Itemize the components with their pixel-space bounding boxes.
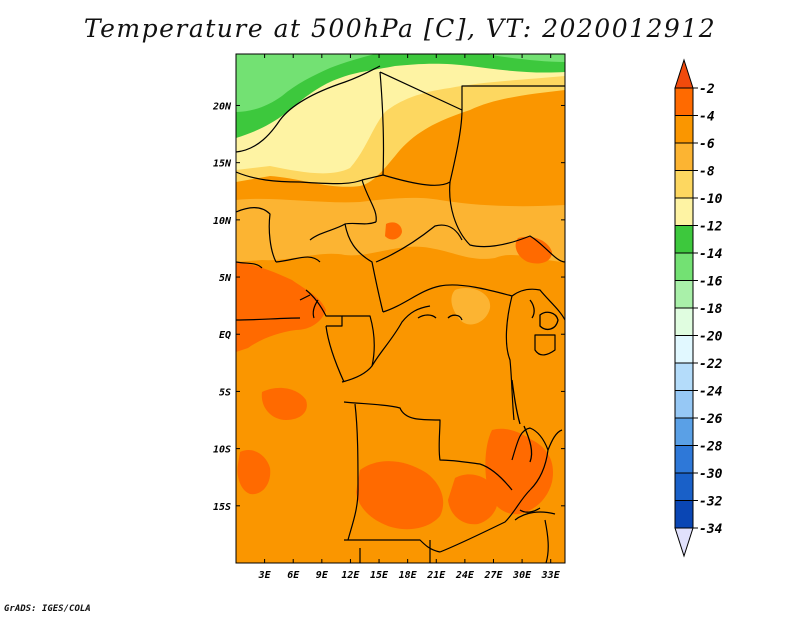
colorbar-top-arrow	[674, 58, 694, 89]
colorbar-swatch	[674, 197, 694, 226]
colorbar-label: -12	[699, 220, 723, 235]
colorbar-label: -28	[699, 440, 723, 455]
band-minus14-east	[485, 54, 565, 62]
colorbar-label: -24	[699, 385, 723, 400]
colorbar-label: -18	[699, 302, 723, 317]
colorbar-label: -2	[699, 82, 715, 97]
colorbar-label: -14	[699, 247, 723, 262]
colorbar-swatch	[674, 280, 694, 309]
lat-tick-label: 10S	[213, 445, 231, 456]
band-minus2-south-east2	[448, 474, 498, 525]
colorbar-label: -22	[699, 357, 723, 372]
lon-tick-label: 9E	[316, 570, 329, 581]
band-minus12	[236, 54, 565, 138]
colorbar-swatch	[674, 445, 694, 474]
lon-tick-label: 15E	[370, 570, 389, 581]
colorbar-swatch	[674, 115, 694, 144]
band-minus14	[236, 54, 375, 112]
colorbar-swatch	[674, 390, 694, 419]
band-minus2-south	[356, 461, 444, 530]
colorbar-label: -26	[699, 412, 723, 427]
colorbar-label: -4	[699, 110, 715, 125]
lat-tick-label: 20N	[212, 101, 232, 112]
band-minus2-westcoast	[236, 262, 326, 352]
colorbar-label: -34	[699, 522, 723, 537]
lat-tick-label: 5N	[219, 273, 232, 284]
colorbar-bottom-arrow	[674, 527, 694, 558]
lat-tick-label: 5S	[219, 387, 231, 398]
colorbar-label: -6	[699, 137, 715, 152]
lon-tick-label: 18E	[399, 570, 418, 581]
colorbar-swatch	[674, 362, 694, 391]
map-title: Temperature at 500hPa [C], VT: 202001291…	[83, 14, 717, 43]
colorbar-label: -8	[699, 165, 715, 180]
band-minus2-midwest	[261, 387, 307, 420]
map-frame	[235, 53, 566, 564]
lat-tick-label: 15S	[213, 502, 231, 513]
band-minus6-patch	[451, 288, 491, 325]
colorbar-swatch	[674, 307, 694, 336]
colorbar-swatch	[674, 87, 694, 116]
axis-ticks	[236, 54, 565, 563]
colorbar-swatch	[674, 417, 694, 446]
colorbar-label: -20	[699, 330, 723, 345]
grads-credit: GrADS: IGES/COLA	[4, 604, 91, 614]
lon-tick-label: 12E	[341, 570, 360, 581]
colorbar: -2 -4 -6 -8 -10 -12 -14 -16 -18 -20 -22 -24 -26 -28 -3…	[674, 58, 723, 558]
band-minus2-north	[385, 222, 402, 240]
lon-tick-label: 30E	[512, 570, 532, 581]
lake-outlines	[417, 299, 559, 513]
colorbar-swatch	[674, 225, 694, 254]
colorbar-swatch	[674, 500, 694, 529]
band-minus2-southwest	[237, 449, 271, 495]
lon-tick-label: 6E	[287, 570, 300, 581]
lon-tick-label: 21E	[426, 570, 446, 581]
colorbar-label: -16	[699, 275, 723, 290]
lon-tick-label: 3E	[258, 570, 272, 581]
colorbar-swatch	[674, 472, 694, 501]
band-minus2-southeast	[485, 428, 554, 515]
lon-tick-label: 27E	[483, 570, 503, 581]
axis-labels: 3E 6E 9E 12E 15E 18E 21E 24E 27E 30E 33E 20N 15N 10N 5…	[212, 101, 561, 581]
lat-tick-label: 15N	[213, 159, 232, 170]
lon-tick-label: 33E	[541, 570, 561, 581]
country-borders	[236, 65, 565, 563]
colorbar-swatch	[674, 252, 694, 281]
lat-tick-label: 10N	[213, 216, 232, 227]
colorbar-label: -30	[699, 467, 723, 482]
colorbar-swatch	[674, 170, 694, 199]
colorbar-label: -32	[699, 495, 723, 510]
temperature-field	[236, 54, 565, 563]
colorbar-swatch	[674, 335, 694, 364]
colorbar-swatch	[674, 142, 694, 171]
lon-tick-label: 24E	[455, 570, 475, 581]
band-minus2-east	[515, 236, 552, 264]
colorbar-label: -10	[699, 192, 723, 207]
lat-tick-label: EQ	[219, 330, 231, 341]
